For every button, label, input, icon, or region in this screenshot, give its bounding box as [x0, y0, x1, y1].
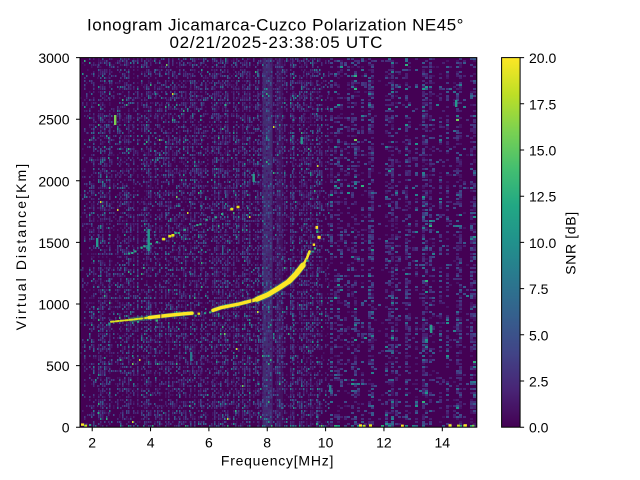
svg-text:15.0: 15.0 — [529, 143, 556, 159]
svg-text:Virtual Distance[Km]: Virtual Distance[Km] — [13, 162, 29, 331]
svg-text:Ionogram Jicamarca-Cuzco Polar: Ionogram Jicamarca-Cuzco Polarization NE… — [87, 15, 464, 34]
svg-text:Frequency[MHz]: Frequency[MHz] — [221, 452, 334, 468]
svg-text:1000: 1000 — [38, 297, 69, 313]
svg-text:4: 4 — [147, 435, 155, 451]
svg-text:02/21/2025-23:38:05 UTC: 02/21/2025-23:38:05 UTC — [169, 33, 383, 52]
svg-text:20.0: 20.0 — [529, 50, 556, 66]
svg-text:7.5: 7.5 — [529, 281, 549, 297]
svg-text:5.0: 5.0 — [529, 327, 549, 343]
svg-text:10: 10 — [318, 435, 334, 451]
svg-text:3000: 3000 — [38, 50, 69, 66]
svg-text:17.5: 17.5 — [529, 96, 556, 112]
svg-text:14: 14 — [435, 435, 451, 451]
svg-text:2.5: 2.5 — [529, 374, 549, 390]
svg-text:500: 500 — [46, 358, 70, 374]
svg-text:0.0: 0.0 — [529, 420, 549, 436]
svg-text:SNR [dB]: SNR [dB] — [563, 211, 579, 275]
svg-text:10.0: 10.0 — [529, 235, 556, 251]
svg-text:8: 8 — [263, 435, 271, 451]
svg-text:0: 0 — [62, 420, 70, 436]
svg-text:1500: 1500 — [38, 235, 69, 251]
svg-text:12.5: 12.5 — [529, 189, 556, 205]
svg-text:2500: 2500 — [38, 112, 69, 128]
svg-text:12: 12 — [376, 435, 392, 451]
svg-text:6: 6 — [205, 435, 213, 451]
svg-text:2000: 2000 — [38, 173, 69, 189]
svg-text:2: 2 — [88, 435, 96, 451]
